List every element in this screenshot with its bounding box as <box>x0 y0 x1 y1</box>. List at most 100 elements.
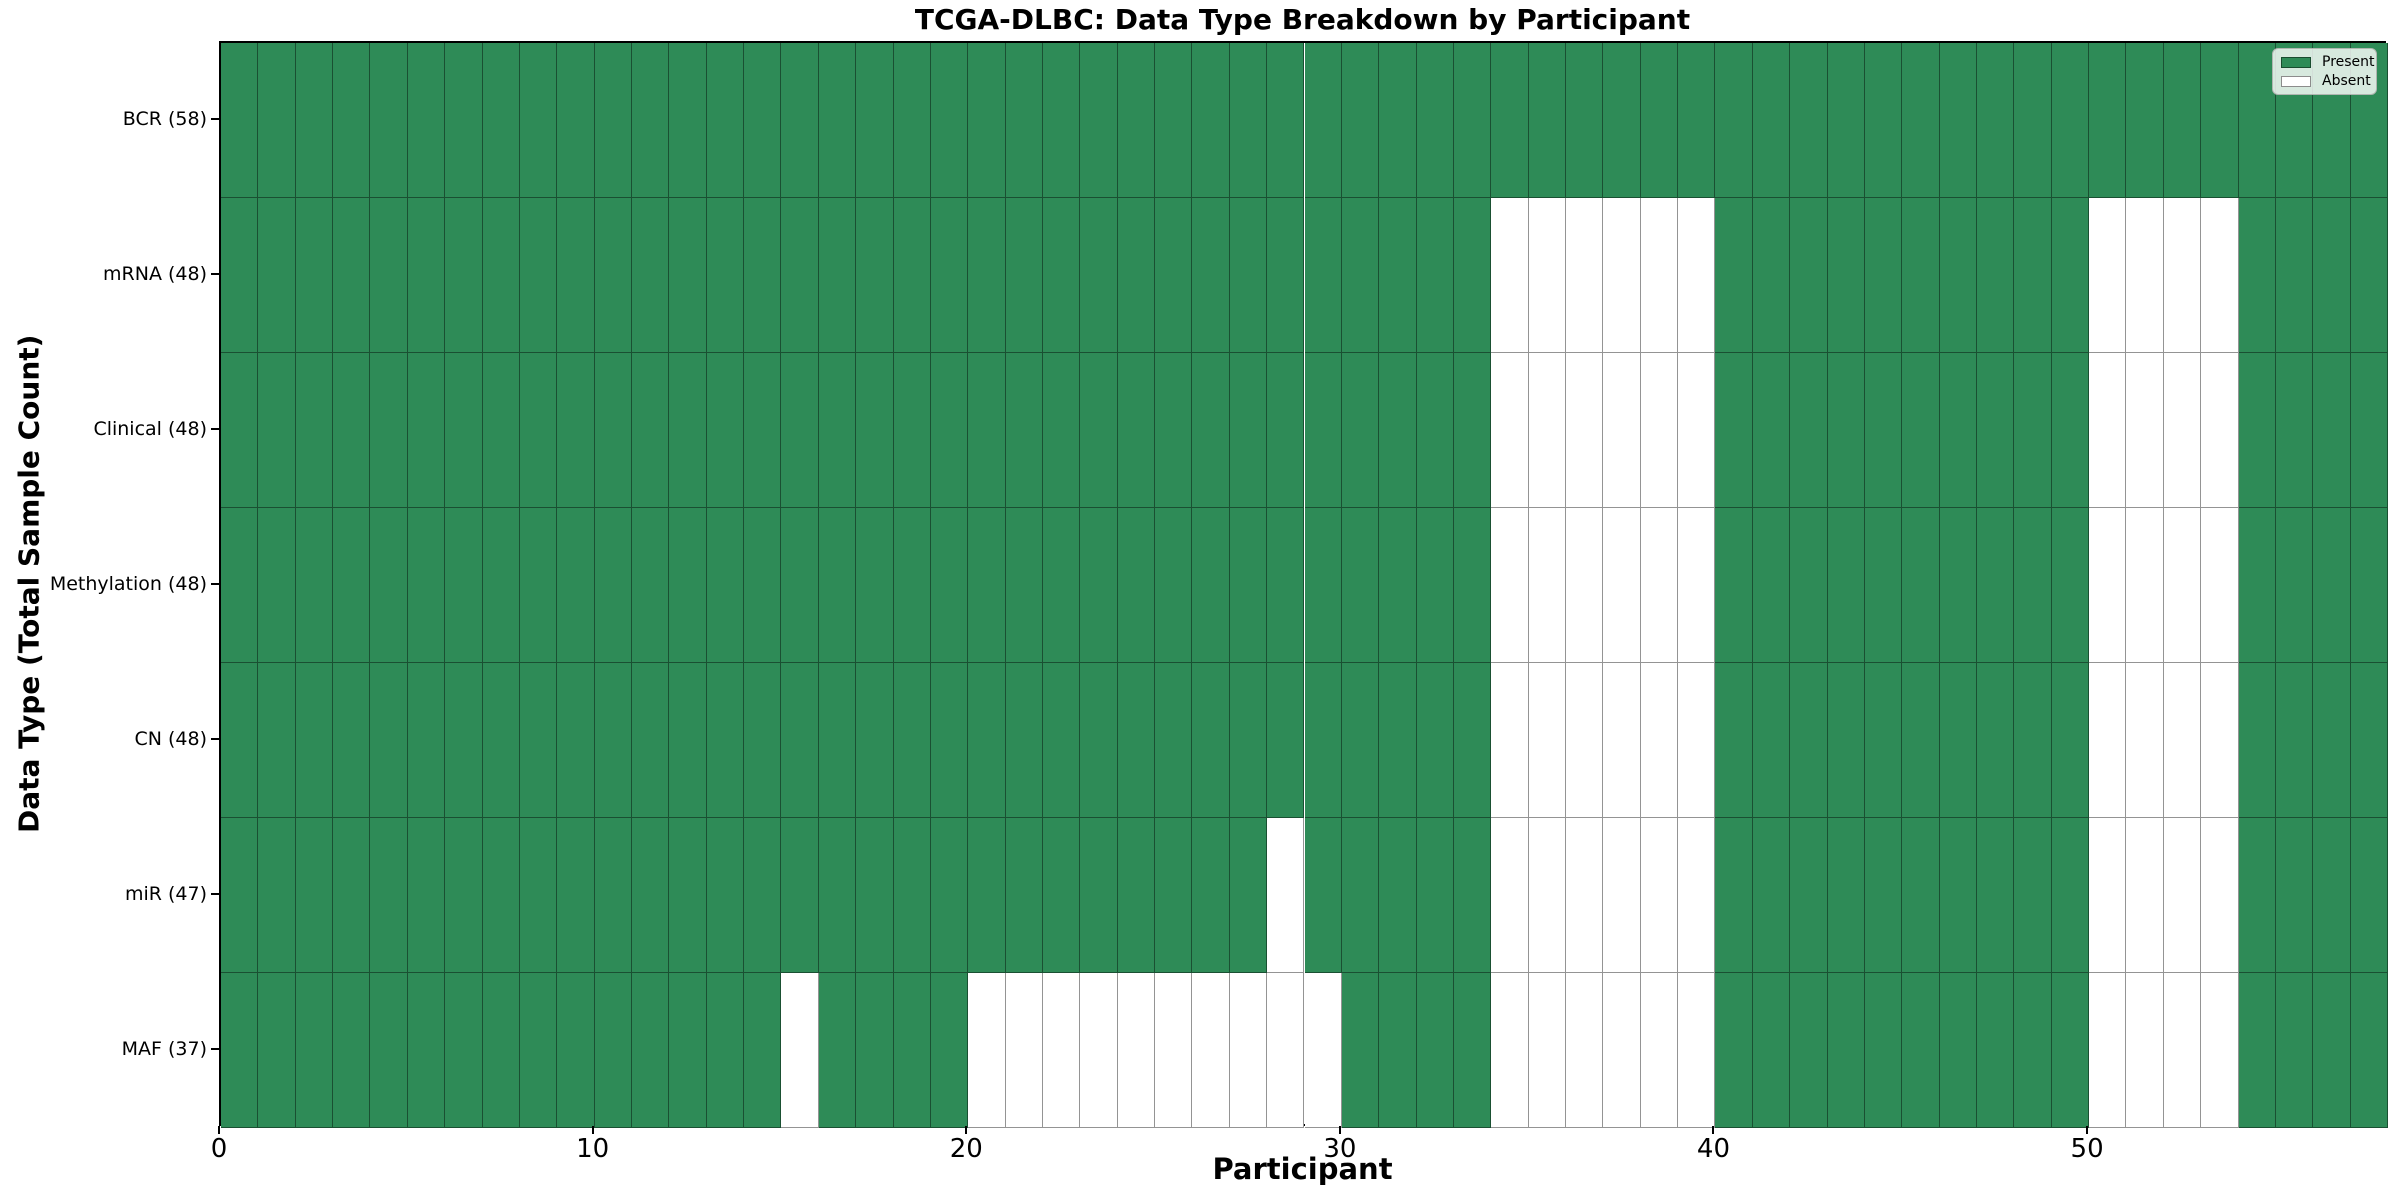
cell-BCR-p15 <box>781 43 819 198</box>
cell-CN-p42 <box>1790 663 1828 818</box>
cell-Clinical-p4 <box>370 353 408 508</box>
cell-miR-p5 <box>407 818 446 973</box>
cell-BCR-p41 <box>1752 43 1791 198</box>
cell-Clinical-p2 <box>295 353 334 508</box>
cell-mRNA-p31 <box>1379 198 1417 353</box>
cell-mRNA-p52 <box>2163 198 2202 353</box>
cell-MAF-p17 <box>856 973 894 1128</box>
cell-Clinical-p0 <box>221 353 259 508</box>
cell-MAF-p54 <box>2238 973 2276 1128</box>
cell-miR-p11 <box>631 818 670 973</box>
cell-CN-p48 <box>2014 663 2052 818</box>
cell-Clinical-p15 <box>781 353 819 508</box>
ytick-mark-MAF <box>211 1047 219 1050</box>
cell-MAF-p3 <box>333 973 371 1128</box>
legend-label-present: Present <box>2322 54 2375 70</box>
cell-miR-p13 <box>706 818 745 973</box>
cell-miR-p27 <box>1229 818 1268 973</box>
cell-Methylation-p11 <box>631 508 670 663</box>
cell-CN-p39 <box>1678 663 1716 818</box>
cell-miR-p33 <box>1453 818 1492 973</box>
cell-Methylation-p36 <box>1566 508 1604 663</box>
cell-miR-p0 <box>221 818 259 973</box>
cell-miR-p2 <box>295 818 334 973</box>
cell-mRNA-p11 <box>631 198 670 353</box>
cell-Clinical-p51 <box>2126 353 2164 508</box>
cell-mRNA-p42 <box>1790 198 1828 353</box>
cell-Methylation-p16 <box>818 508 857 663</box>
cell-miR-p26 <box>1192 818 1230 973</box>
cell-CN-p41 <box>1752 663 1791 818</box>
cell-miR-p10 <box>594 818 632 973</box>
cell-BCR-p13 <box>706 43 745 198</box>
cell-Methylation-p14 <box>744 508 782 663</box>
cell-CN-p20 <box>968 663 1006 818</box>
cell-miR-p54 <box>2238 818 2276 973</box>
cell-mRNA-p26 <box>1192 198 1230 353</box>
cell-MAF-p14 <box>744 973 782 1128</box>
cell-Clinical-p12 <box>669 353 707 508</box>
cell-Clinical-p45 <box>1902 353 1940 508</box>
cell-Clinical-p19 <box>930 353 969 508</box>
cell-CN-p16 <box>818 663 857 818</box>
cell-Methylation-p30 <box>1341 508 1380 663</box>
cell-Clinical-p9 <box>557 353 595 508</box>
cell-CN-p50 <box>2089 663 2127 818</box>
cell-MAF-p28 <box>1267 973 1305 1128</box>
cell-Methylation-p10 <box>594 508 632 663</box>
cell-Clinical-p25 <box>1155 353 1193 508</box>
cell-mRNA-p46 <box>1939 198 1977 353</box>
cell-MAF-p35 <box>1528 973 1567 1128</box>
cell-CN-p7 <box>482 663 520 818</box>
cell-CN-p40 <box>1715 663 1753 818</box>
cell-Clinical-p8 <box>519 353 558 508</box>
cell-Methylation-p35 <box>1528 508 1567 663</box>
cell-BCR-p17 <box>856 43 894 198</box>
cell-MAF-p40 <box>1715 973 1753 1128</box>
cell-BCR-p53 <box>2201 43 2239 198</box>
cell-BCR-p47 <box>1977 43 2015 198</box>
cell-Clinical-p33 <box>1453 353 1492 508</box>
cell-CN-p3 <box>333 663 371 818</box>
cell-MAF-p29 <box>1304 973 1342 1128</box>
cell-mRNA-p17 <box>856 198 894 353</box>
cell-mRNA-p27 <box>1229 198 1268 353</box>
cell-Methylation-p19 <box>930 508 969 663</box>
cell-mRNA-p36 <box>1566 198 1604 353</box>
cell-miR-p12 <box>669 818 707 973</box>
cell-MAF-p57 <box>2350 973 2388 1128</box>
cell-MAF-p19 <box>930 973 969 1128</box>
cell-mRNA-p57 <box>2350 198 2388 353</box>
cell-Clinical-p47 <box>1977 353 2015 508</box>
cell-mRNA-p55 <box>2275 198 2314 353</box>
cell-mRNA-p47 <box>1977 198 2015 353</box>
cell-mRNA-p9 <box>557 198 595 353</box>
cell-CN-p17 <box>856 663 894 818</box>
cell-miR-p42 <box>1790 818 1828 973</box>
cell-CN-p18 <box>893 663 931 818</box>
cell-mRNA-p6 <box>445 198 483 353</box>
cell-Clinical-p1 <box>258 353 296 508</box>
cell-miR-p14 <box>744 818 782 973</box>
cell-miR-p50 <box>2089 818 2127 973</box>
cell-CN-p4 <box>370 663 408 818</box>
cell-mRNA-p4 <box>370 198 408 353</box>
xtick-label-30: 30 <box>1323 1134 1357 1164</box>
cell-BCR-p46 <box>1939 43 1977 198</box>
cell-mRNA-p38 <box>1640 198 1679 353</box>
cell-CN-p38 <box>1640 663 1679 818</box>
cell-Clinical-p53 <box>2201 353 2239 508</box>
cell-mRNA-p24 <box>1117 198 1156 353</box>
cell-BCR-p19 <box>930 43 969 198</box>
cell-Clinical-p10 <box>594 353 632 508</box>
cell-MAF-p31 <box>1379 973 1417 1128</box>
cell-MAF-p42 <box>1790 973 1828 1128</box>
cell-Methylation-p47 <box>1977 508 2015 663</box>
ytick-label-Clinical: Clinical (48) <box>93 417 207 440</box>
ytick-mark-CN <box>211 737 219 740</box>
cell-miR-p57 <box>2350 818 2388 973</box>
cell-mRNA-p3 <box>333 198 371 353</box>
cell-mRNA-p34 <box>1491 198 1529 353</box>
cell-CN-p28 <box>1267 663 1305 818</box>
cell-Clinical-p38 <box>1640 353 1679 508</box>
